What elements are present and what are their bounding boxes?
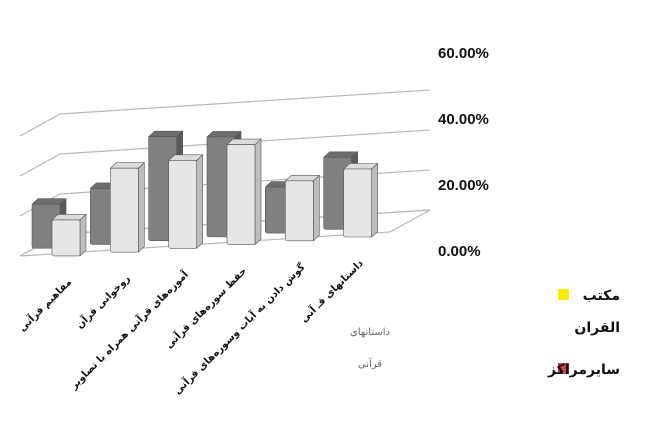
bar bbox=[342, 162, 379, 238]
gridline bbox=[19, 129, 431, 177]
y-tick-label: 60.00% bbox=[438, 45, 489, 62]
x-category-label: داستانهای قـ آنی bbox=[297, 257, 365, 325]
y-tick-label: 40.00% bbox=[438, 111, 489, 128]
x-category-label: آموزه‌های قرآنی همراه با تصاویر bbox=[67, 268, 192, 393]
legend-swatch bbox=[558, 363, 569, 374]
bar bbox=[226, 138, 262, 246]
bar bbox=[51, 213, 87, 257]
chart-legend: مکتب القران سایرمراکز bbox=[547, 288, 620, 378]
y-tick-label: 0.00% bbox=[438, 243, 481, 260]
chart-bars bbox=[31, 130, 379, 257]
x-category-label: روخوانی قرآن bbox=[73, 272, 133, 332]
bar bbox=[167, 154, 204, 250]
legend-label: مکتب bbox=[583, 288, 620, 304]
chart-note-text: قرآنی bbox=[358, 357, 382, 370]
legend-label: سایرمراکز bbox=[547, 362, 620, 378]
gridline bbox=[19, 89, 431, 137]
bar bbox=[109, 161, 146, 253]
y-axis-ticks: 0.00% 20.00% 40.00% 60.00% bbox=[438, 45, 489, 260]
chart-note-text: داستانهای bbox=[350, 327, 390, 338]
bar bbox=[284, 174, 321, 242]
legend-swatch bbox=[558, 289, 569, 300]
chart-annotation: داستانهای قرآنی bbox=[350, 327, 390, 370]
legend-label: القران bbox=[574, 320, 620, 336]
y-tick-label: 20.00% bbox=[438, 177, 489, 194]
x-category-label: مفاهیم قرآنی bbox=[16, 276, 74, 334]
